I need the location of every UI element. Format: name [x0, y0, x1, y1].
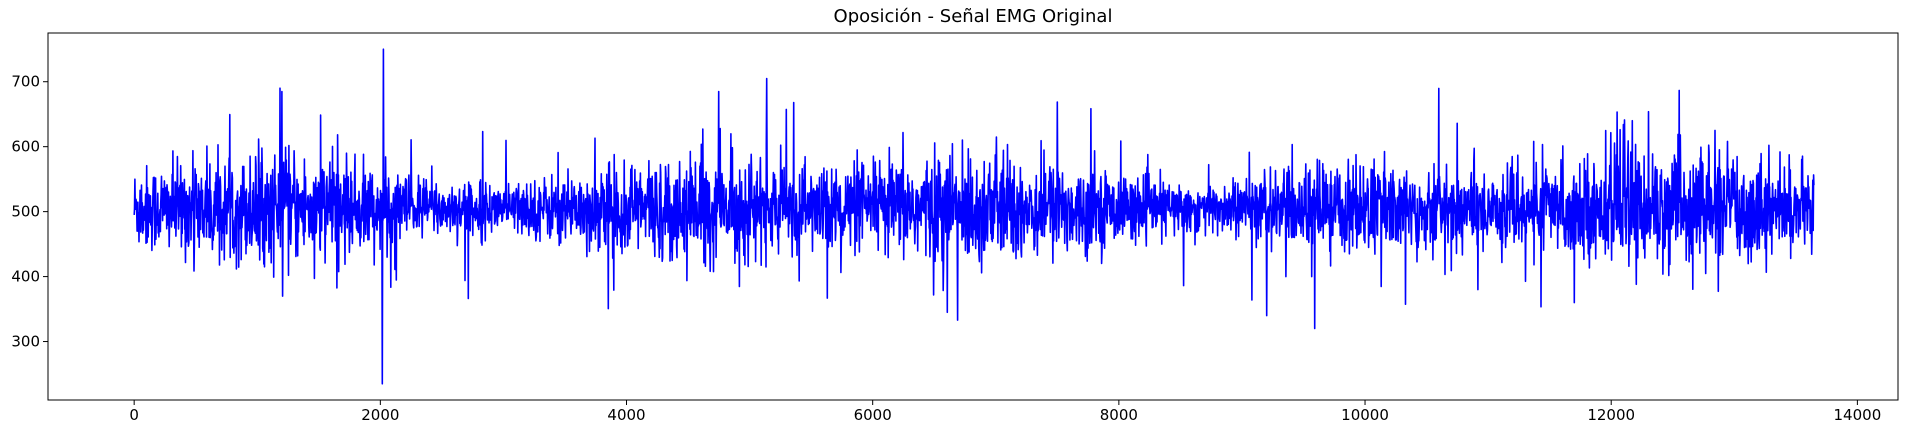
y-tick-label: 300 — [11, 333, 40, 351]
chart-title: Oposición - Señal EMG Original — [834, 6, 1113, 27]
x-tick-label: 8000 — [1100, 406, 1138, 422]
x-tick-label: 10000 — [1341, 406, 1389, 422]
x-tick-label: 2000 — [361, 406, 399, 422]
plot-frame — [47, 32, 1899, 401]
x-axis: 0 2000 4000 6000 8000 10000 12000 14000 — [129, 400, 1881, 422]
y-axis: 300 400 500 600 700 — [11, 73, 48, 351]
x-tick-label: 12000 — [1587, 406, 1635, 422]
x-tick-label: 0 — [129, 406, 139, 422]
x-tick-label: 14000 — [1834, 406, 1882, 422]
y-tick-label: 600 — [11, 138, 40, 156]
plot-area — [133, 48, 1815, 385]
emg-signal-line — [133, 48, 1815, 385]
y-tick-label: 700 — [11, 73, 40, 91]
x-tick-label: 6000 — [854, 406, 892, 422]
x-tick-label: 4000 — [607, 406, 645, 422]
y-tick-label: 500 — [11, 203, 40, 221]
y-tick-label: 400 — [11, 268, 40, 286]
